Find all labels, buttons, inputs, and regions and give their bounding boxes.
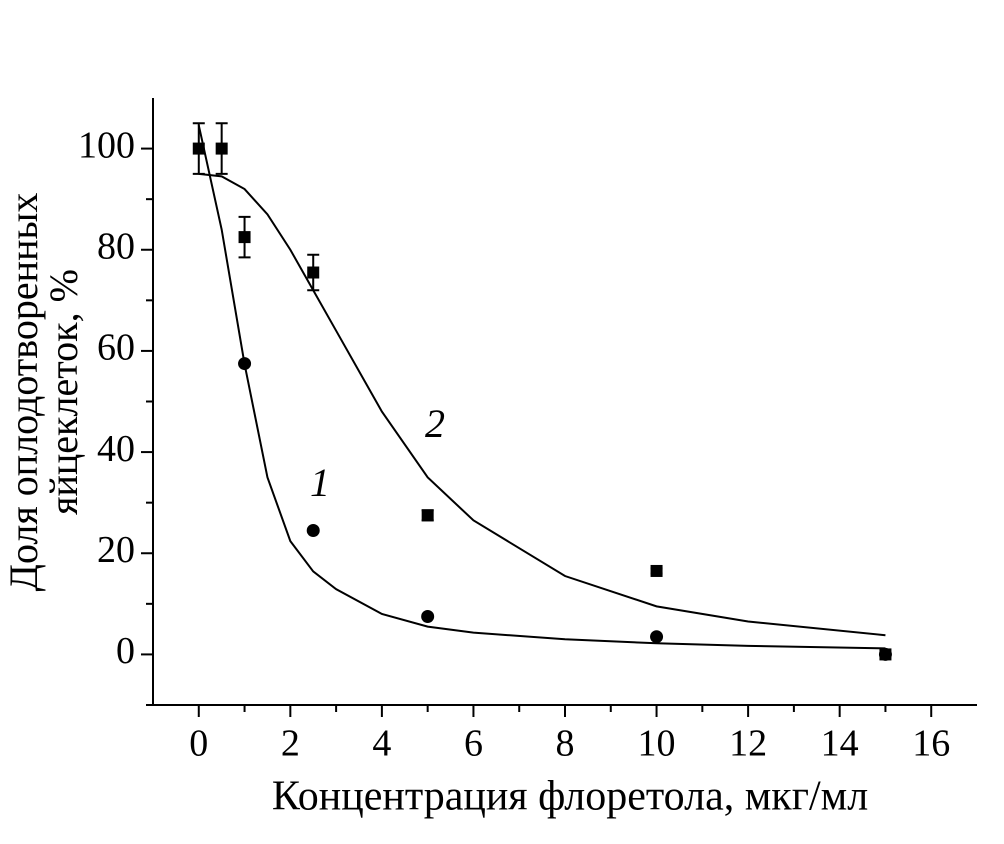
x-tick-label: 8 <box>556 723 575 765</box>
data-point <box>421 509 434 522</box>
data-point <box>307 266 320 279</box>
data-point <box>879 648 892 661</box>
x-tick-label: 12 <box>729 723 767 765</box>
y-tick-label: 80 <box>97 225 135 267</box>
data-point <box>238 357 252 371</box>
x-tick-label: 0 <box>189 723 208 765</box>
x-tick-label: 10 <box>638 723 676 765</box>
x-tick-label: 4 <box>372 723 391 765</box>
data-point <box>306 523 320 537</box>
y-axis-label: Доля оплодотворенных <box>1 193 46 592</box>
data-point <box>650 630 664 644</box>
x-tick-label: 2 <box>281 723 300 765</box>
y-tick-label: 60 <box>97 327 135 369</box>
fit-curve <box>198 172 886 637</box>
data-point <box>215 142 228 155</box>
x-tick-label: 6 <box>464 723 483 765</box>
curve-label: 2 <box>425 401 445 446</box>
data-point <box>192 142 205 155</box>
fit-curve <box>197 125 886 650</box>
y-axis-label: яйцеклеток, % <box>41 269 86 515</box>
y-tick-label: 0 <box>116 630 135 672</box>
data-point <box>421 609 435 623</box>
data-point <box>238 231 251 244</box>
data-point <box>650 564 663 577</box>
curve-label: 1 <box>310 460 330 505</box>
y-tick-label: 20 <box>97 529 135 571</box>
y-tick-label: 40 <box>97 428 135 470</box>
x-axis-label: Концентрация флоретола, мкг/мл <box>272 774 868 820</box>
x-tick-label: 16 <box>912 723 950 765</box>
x-tick-label: 14 <box>821 723 859 765</box>
y-tick-label: 100 <box>78 124 135 166</box>
